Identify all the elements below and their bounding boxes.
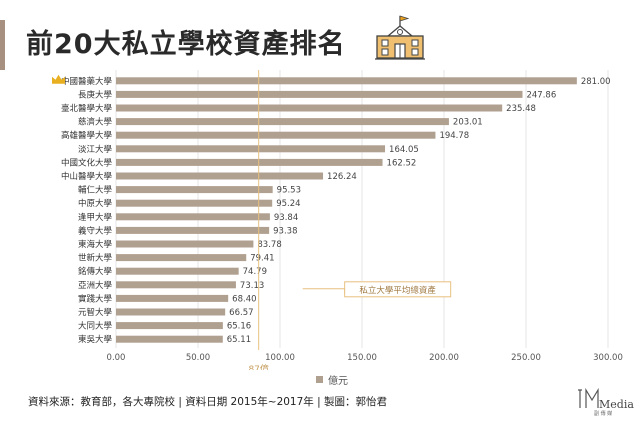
category-label: 實踐大學 [78,293,113,304]
data-label: 65.16 [227,322,251,332]
brand-name: Media [599,398,634,411]
data-label: 68.40 [232,294,256,304]
category-label: 義守大學 [78,225,113,236]
title-accent-bar [0,20,5,70]
x-tick-label: 150.00 [347,353,377,363]
data-label: 235.48 [506,104,536,114]
bar [116,294,229,302]
category-label: 中國醫藥大學 [61,76,113,87]
bars: 中國醫藥大學 281.00 長庚大學 247.86 臺北醫學大學 235.48 慈濟大學 20… [61,76,611,345]
data-label: 126.24 [327,172,357,182]
category-label: 中原大學 [78,198,113,209]
bar [116,322,223,330]
x-tick-label: 50.00 [186,353,210,363]
data-label: 93.84 [274,213,298,223]
data-label: 66.57 [229,308,253,318]
bar [116,118,449,126]
data-label: 162.52 [387,158,417,168]
category-label: 大同大學 [78,321,113,332]
bar [116,254,247,262]
bar [116,226,270,234]
source-note: 資料來源：教育部，各大專院校 | 資料日期 2015年~2017年 | 製圖：郭… [28,396,388,408]
annotation-box [344,281,452,298]
bar [116,240,254,248]
category-label: 銘傳大學 [78,266,113,277]
category-label: 慈濟大學 [78,117,113,128]
crown-icon [52,74,65,84]
data-label: 95.24 [276,199,300,209]
data-label: 194.78 [439,131,469,141]
data-label: 73.13 [240,281,264,291]
bar [116,90,523,98]
data-label: 247.86 [526,90,556,100]
x-tick-label: 250.00 [511,353,541,363]
data-label: 281.00 [581,77,611,87]
bar [116,158,383,166]
data-label: 65.11 [227,335,251,345]
x-tick-label: 0.00 [107,353,126,363]
bar [116,213,270,221]
category-label: 臺北醫學大學 [61,103,113,114]
annotation-connector [302,288,346,294]
brand-logo: Media 副 傳 媒 [578,387,634,417]
bar [116,281,236,289]
brand-sub: 副 傳 媒 [594,410,612,417]
data-label: 203.01 [453,118,483,128]
category-label: 淡江大學 [78,144,113,155]
legend-swatch [316,376,323,383]
category-label: 世新大學 [78,253,113,264]
data-label: 83.78 [257,240,281,250]
bar [116,131,436,139]
category-label: 逢甲大學 [78,212,113,223]
x-tick-label: 200.00 [429,353,459,363]
bar [116,267,239,275]
data-label: 95.53 [277,186,301,196]
bar-chart: 0.00 50.00 100.00 150.00 200.00 250.00 300.00 中… [52,70,623,370]
bar [116,145,386,153]
category-label: 東海大學 [78,239,113,250]
data-label: 93.38 [273,226,297,236]
chart-title: 前20大私立學校資產排名 [26,29,346,60]
legend: 億元 [316,372,348,387]
category-label: 元智大學 [78,307,113,318]
category-label: 中山醫學大學 [61,171,113,182]
average-marker: 87億 私立大學平均總資產 [248,70,452,370]
bar [116,335,223,343]
bar [116,308,226,316]
category-label: 中國文化大學 [61,157,113,168]
bar [116,199,273,207]
data-label: 74.79 [243,267,267,277]
annotation-text: 私立大學平均總資產 [359,285,436,296]
legend-label: 億元 [328,376,348,387]
bar [116,104,503,112]
x-tick-label: 100.00 [265,353,295,363]
category-label: 長庚大學 [78,89,113,100]
average-label: 87億 [248,363,268,370]
bar [116,186,273,194]
school-building-icon [375,15,425,60]
x-tick-label: 300.00 [593,353,623,363]
category-label: 亞洲大學 [78,280,113,291]
category-label: 高雄醫學大學 [61,130,113,141]
data-label: 164.05 [389,145,419,155]
data-label: 79.41 [250,254,274,264]
category-label: 輔仁大學 [78,185,113,196]
bar [116,77,577,85]
bar [116,172,324,180]
category-label: 東吳大學 [78,334,113,345]
